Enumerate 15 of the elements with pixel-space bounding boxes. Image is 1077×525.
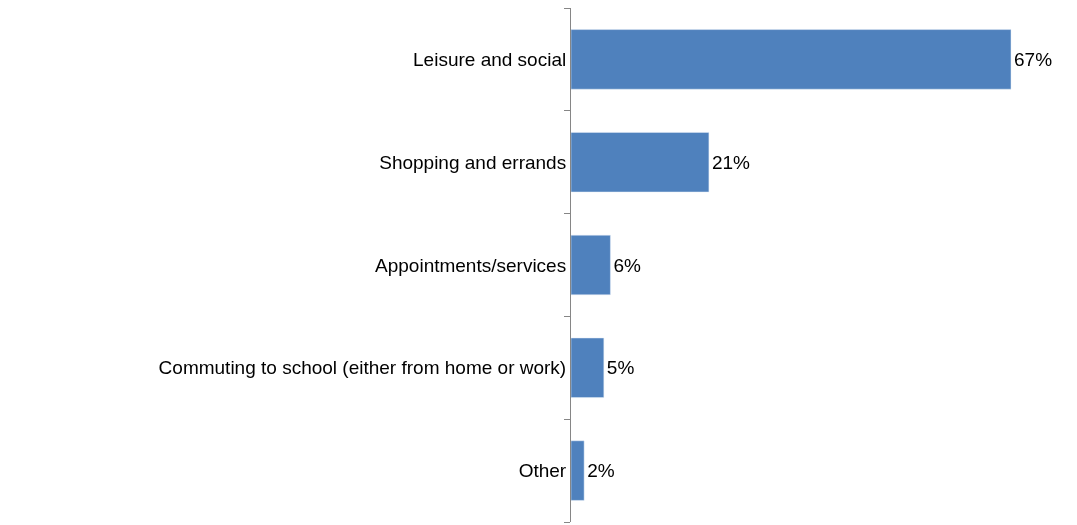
y-tick-label: Appointments/services	[375, 254, 567, 276]
y-tick-label: Shopping and errands	[379, 151, 567, 173]
bar	[571, 337, 605, 398]
data-label: 21%	[711, 151, 751, 173]
data-label: 67%	[1014, 48, 1053, 70]
bar	[571, 234, 611, 296]
bar	[571, 29, 1012, 90]
bar	[571, 440, 585, 501]
y-tick-label: Leisure and social	[413, 49, 567, 71]
data-label: 6%	[613, 254, 641, 276]
data-label: 2%	[587, 460, 615, 482]
y-tick-label: Commuting to school (either from home or work)	[158, 357, 567, 379]
data-label: 5%	[606, 357, 635, 379]
bar	[571, 132, 710, 193]
y-tick-label: Other	[518, 460, 567, 482]
